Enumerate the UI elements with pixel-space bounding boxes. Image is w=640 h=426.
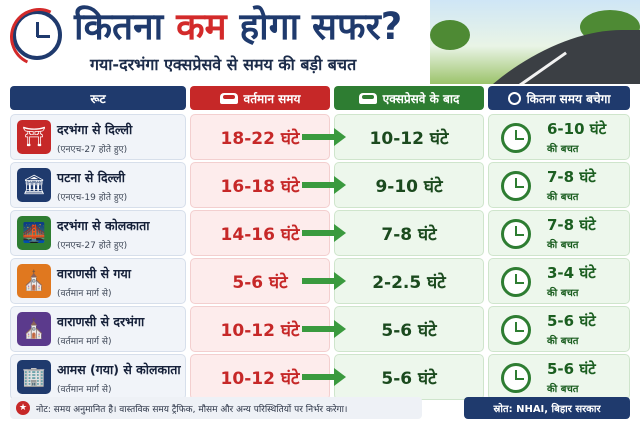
saving-label: की बचत — [547, 336, 579, 347]
expressway-time-cell: 5-6 घंटे — [334, 306, 484, 352]
route-name: दरभंगा से दिल्ली — [57, 122, 133, 137]
column-header-current: वर्तमान समय — [190, 86, 330, 110]
temple-icon: ⛪ — [17, 312, 51, 346]
route-via: (वर्तमान मार्ग से) — [57, 385, 112, 395]
expressway-photo — [430, 0, 640, 84]
temple-icon: ⛪ — [17, 264, 51, 298]
saving-label: की बचत — [547, 192, 579, 203]
arrow-right-icon — [302, 368, 346, 386]
arrow-right-icon — [302, 128, 346, 146]
saving-cell: 6-10 घंटे की बचत — [488, 114, 630, 160]
table-row: 🏛 पटना से दिल्ली (एनएच-19 होते हुए) 16-1… — [10, 162, 630, 208]
table-row: ⛩ दरभंगा से दिल्ली (एनएच-27 होते हुए) 18… — [10, 114, 630, 160]
source-label: स्रोत: NHAI, बिहार सरकार — [464, 397, 630, 419]
clock-icon — [501, 267, 531, 297]
route-cell: ⛪ वाराणसी से गया (वर्तमान मार्ग से) — [10, 258, 186, 304]
saving-cell: 7-8 घंटे की बचत — [488, 162, 630, 208]
saving-value: 5-6 घंटे — [547, 312, 596, 330]
saving-value: 7-8 घंटे — [547, 216, 596, 234]
route-via: (एनएच-19 होते हुए) — [57, 193, 128, 203]
saving-cell: 7-8 घंटे की बचत — [488, 210, 630, 256]
route-name: पटना से दिल्ली — [57, 170, 125, 185]
arrow-right-icon — [302, 320, 346, 338]
route-via: (एनएच-27 होते हुए) — [57, 145, 128, 155]
table-row: 🌉 दरभंगा से कोलकाता (एनएच-27 होते हुए) 1… — [10, 210, 630, 256]
car-icon — [219, 92, 238, 104]
clock-icon — [501, 219, 531, 249]
clock-icon — [501, 171, 531, 201]
clock-icon — [501, 363, 531, 393]
route-name: आमस (गया) से कोलकाता — [57, 362, 181, 377]
arrow-right-icon — [302, 176, 346, 194]
clock-icon — [501, 123, 531, 153]
route-cell: ⛩ दरभंगा से दिल्ली (एनएच-27 होते हुए) — [10, 114, 186, 160]
column-header-expressway: एक्सप्रेसवे के बाद — [334, 86, 484, 110]
current-time-cell: 14-16 घंटे — [190, 210, 330, 256]
expressway-time-cell: 10-12 घंटे — [334, 114, 484, 160]
saving-label: की बचत — [547, 288, 579, 299]
expressway-time-cell: 5-6 घंटे — [334, 354, 484, 400]
arrow-right-icon — [302, 272, 346, 290]
route-cell: ⛪ वाराणसी से दरभंगा (वर्तमान मार्ग से) — [10, 306, 186, 352]
clock-icon — [501, 315, 531, 345]
clock-icon — [1, 0, 77, 75]
expressway-time-cell: 2-2.5 घंटे — [334, 258, 484, 304]
saving-value: 6-10 घंटे — [547, 120, 607, 138]
saving-label: की बचत — [547, 384, 579, 395]
route-cell: 🏢 आमस (गया) से कोलकाता (वर्तमान मार्ग से… — [10, 354, 186, 400]
india-gate-icon: ⛩ — [17, 120, 51, 154]
table-row: ⛪ वाराणसी से गया (वर्तमान मार्ग से) 5-6 … — [10, 258, 630, 304]
arrow-right-icon — [302, 224, 346, 242]
parliament-icon: 🏛 — [17, 168, 51, 202]
saving-cell: 5-6 घंटे की बचत — [488, 306, 630, 352]
route-via: (वर्तमान मार्ग से) — [57, 289, 112, 299]
route-name: वाराणसी से दरभंगा — [57, 314, 145, 329]
stopwatch-icon — [507, 91, 521, 105]
star-icon: ★ — [16, 401, 30, 415]
route-name: वाराणसी से गया — [57, 266, 131, 281]
footer-note: ★ नोट: समय अनुमानित है। वास्तविक समय ट्रै… — [10, 397, 422, 419]
saving-label: की बचत — [547, 240, 579, 251]
car-icon — [358, 92, 377, 104]
column-header-saving: कितना समय बचेगा — [488, 86, 630, 110]
saving-value: 3-4 घंटे — [547, 264, 596, 282]
bridge-icon: 🌉 — [17, 216, 51, 250]
saving-cell: 3-4 घंटे की बचत — [488, 258, 630, 304]
table-row: 🏢 आमस (गया) से कोलकाता (वर्तमान मार्ग से… — [10, 354, 630, 400]
expressway-time-cell: 7-8 घंटे — [334, 210, 484, 256]
route-cell: 🏛 पटना से दिल्ली (एनएच-19 होते हुए) — [10, 162, 186, 208]
page-title: कितना कम होगा सफर? — [74, 5, 403, 48]
saving-cell: 5-6 घंटे की बचत — [488, 354, 630, 400]
saving-value: 5-6 घंटे — [547, 360, 596, 378]
table-row: ⛪ वाराणसी से दरभंगा (वर्तमान मार्ग से) 1… — [10, 306, 630, 352]
route-cell: 🌉 दरभंगा से कोलकाता (एनएच-27 होते हुए) — [10, 210, 186, 256]
clock-tower-icon: 🏢 — [17, 360, 51, 394]
expressway-time-cell: 9-10 घंटे — [334, 162, 484, 208]
route-via: (वर्तमान मार्ग से) — [57, 337, 112, 347]
saving-label: की बचत — [547, 144, 579, 155]
route-via: (एनएच-27 होते हुए) — [57, 241, 128, 251]
route-name: दरभंगा से कोलकाता — [57, 218, 150, 233]
column-header-route: रूट — [10, 86, 186, 110]
saving-value: 7-8 घंटे — [547, 168, 596, 186]
page-subtitle: गया-दरभंगा एक्सप्रेसवे से समय की बड़ी बच… — [90, 55, 357, 74]
